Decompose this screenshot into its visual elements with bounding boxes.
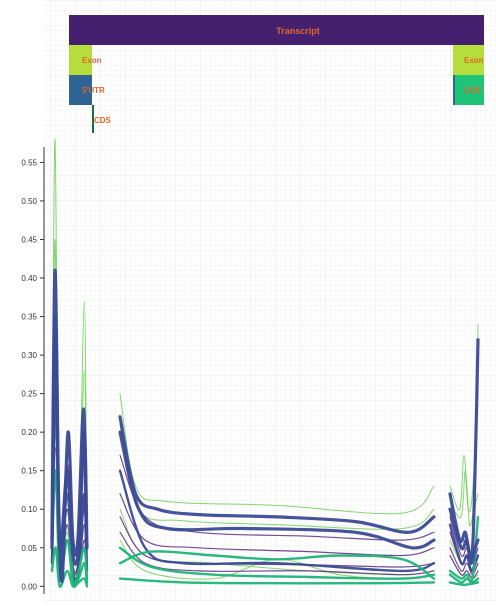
series-12-segment-2 xyxy=(118,546,436,580)
series-12-segment-3 xyxy=(448,515,480,584)
utr5-label: 5'UTR xyxy=(82,86,105,95)
series-7-segment-3 xyxy=(449,554,479,580)
y-tick-label: 0.45 xyxy=(21,235,37,244)
series-14-segment-1 xyxy=(50,546,89,588)
y-tick-label: 0.20 xyxy=(21,428,37,437)
y-tick-label: 0.40 xyxy=(21,274,37,283)
utr3-bar xyxy=(453,75,455,105)
series-3-segment-2 xyxy=(118,469,436,573)
series-8-segment-2 xyxy=(119,393,435,515)
y-tick-label: 0.25 xyxy=(21,390,37,399)
series-6-segment-1 xyxy=(51,447,88,580)
exon-right-label: Exon xyxy=(464,56,484,65)
cds-right-label: CDS xyxy=(464,86,482,95)
series-1-segment-2 xyxy=(118,415,436,534)
utr5-bar xyxy=(69,75,92,105)
y-tick-label: 0.50 xyxy=(21,197,37,206)
y-tick-label: 0.00 xyxy=(21,582,37,591)
series-3-segment-3 xyxy=(448,523,480,573)
series-13-segment-2 xyxy=(118,550,436,580)
cds-right-bar xyxy=(455,75,484,105)
series-layer xyxy=(50,138,480,588)
series-14-segment-2 xyxy=(118,577,436,585)
series-2 xyxy=(50,330,480,566)
cds-left-label: CDS xyxy=(94,116,112,125)
exon-left-bar xyxy=(69,45,92,75)
y-tick-label: 0.55 xyxy=(21,158,37,167)
series-2-segment-1 xyxy=(50,330,89,566)
series-5-segment-2 xyxy=(119,493,435,557)
series-14 xyxy=(50,546,480,588)
exon-left-label: Exon xyxy=(82,56,102,65)
series-2-segment-2 xyxy=(118,430,436,550)
transcript-label: Transcript xyxy=(276,26,320,36)
series-13-segment-1 xyxy=(50,469,89,587)
y-tick-label: 0.35 xyxy=(21,313,37,322)
cds-left-bar xyxy=(92,105,94,133)
series-13 xyxy=(50,469,480,587)
y-tick-label: 0.15 xyxy=(21,467,37,476)
series-2-segment-3 xyxy=(448,507,480,565)
series-13-segment-3 xyxy=(448,573,480,584)
series-6-segment-2 xyxy=(119,516,435,568)
transcript-bar xyxy=(69,15,484,45)
y-tick-label: 0.30 xyxy=(21,351,37,360)
y-tick-label: 0.10 xyxy=(21,505,37,514)
exon-right-bar xyxy=(453,45,484,75)
annotation-track: Transcript Exon Exon 5'UTR CDS CDS xyxy=(69,15,484,133)
series-7-segment-2 xyxy=(119,531,435,576)
series-14-segment-3 xyxy=(448,581,480,586)
y-tick-label: 0.05 xyxy=(21,544,37,553)
major-grid xyxy=(44,0,496,601)
y-axis: 0.00 0.05 0.10 0.15 0.20 0.25 0.30 0.35 0.40 0.45… xyxy=(21,147,45,594)
